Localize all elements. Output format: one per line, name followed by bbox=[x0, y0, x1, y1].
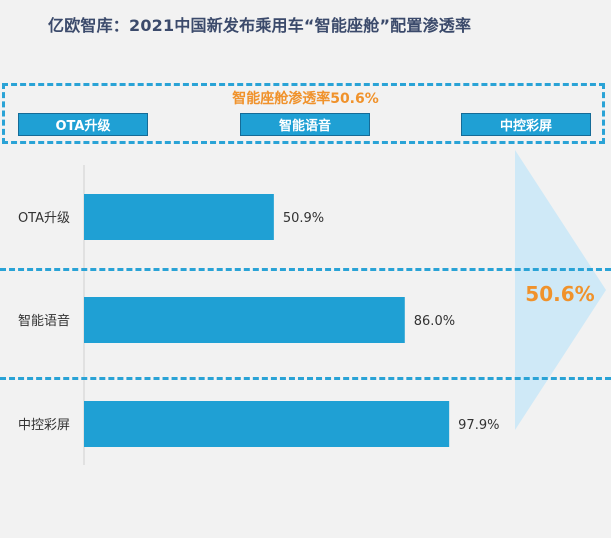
chart-title: 亿欧智库：2021中国新发布乘用车“智能座舱”配置渗透率 bbox=[48, 16, 472, 35]
bar-ota bbox=[84, 194, 274, 240]
summary-value: 50.6% bbox=[525, 282, 595, 306]
bar-screen bbox=[84, 401, 450, 447]
value-label-screen: 97.9% bbox=[458, 418, 499, 433]
tag-ota: OTA升级 bbox=[18, 113, 148, 136]
value-label-voice: 86.0% bbox=[414, 314, 455, 329]
headline-penetration: 智能座舱渗透率50.6% bbox=[232, 91, 379, 107]
summary-frame bbox=[2, 83, 605, 144]
tag-screen: 中控彩屏 bbox=[461, 113, 591, 136]
tag-voice: 智能语音 bbox=[240, 113, 370, 136]
bar-voice bbox=[84, 297, 405, 343]
category-label-screen: 中控彩屏 bbox=[18, 418, 70, 433]
divider-1 bbox=[0, 268, 611, 271]
category-label-ota: OTA升级 bbox=[18, 211, 70, 226]
summary-arrow bbox=[515, 150, 606, 430]
category-label-voice: 智能语音 bbox=[18, 313, 70, 329]
divider-2 bbox=[0, 377, 611, 380]
value-label-ota: 50.9% bbox=[283, 211, 324, 226]
